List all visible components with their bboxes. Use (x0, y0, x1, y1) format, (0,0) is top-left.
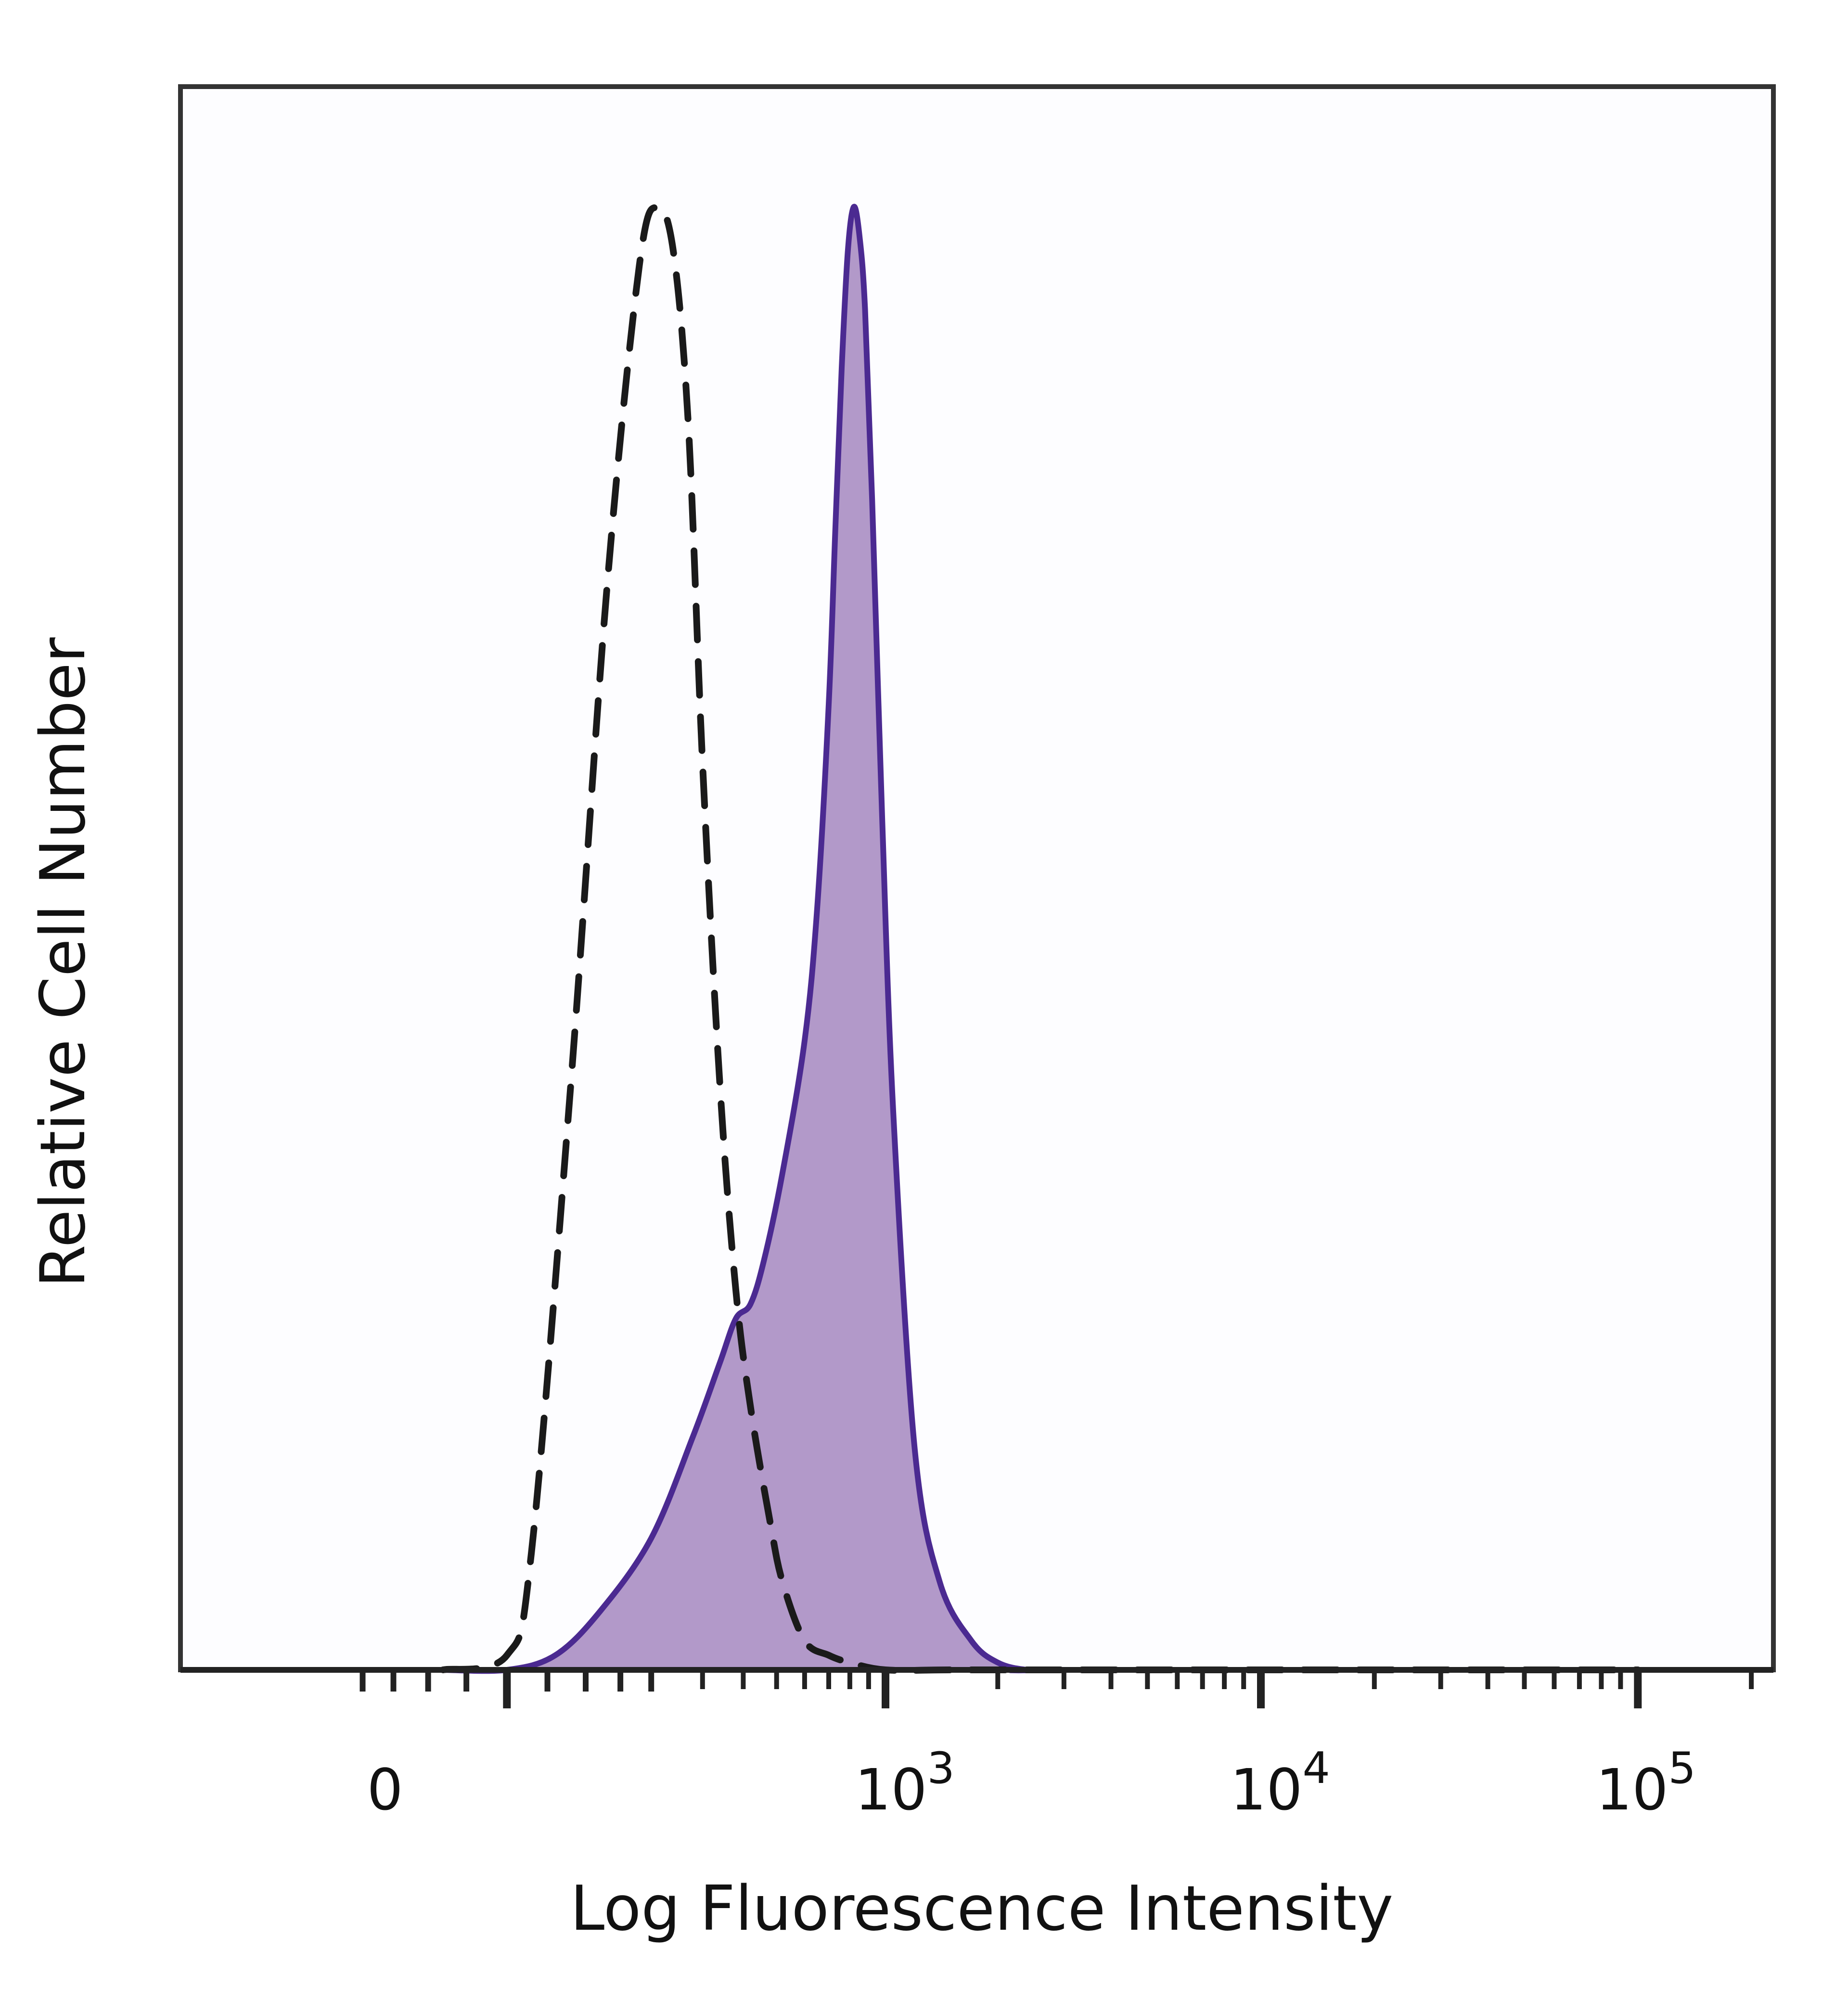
x-tick-label-1e4: 104 (1230, 1743, 1330, 1823)
x-tick-label-0: 0 (367, 1756, 403, 1823)
x-ticks (359, 1670, 1754, 1708)
stained-histogram-outline (443, 204, 1638, 1674)
plot-frame (178, 84, 1776, 1672)
x-tick-label-1e3: 103 (855, 1743, 954, 1823)
x-tick-label-1e5: 105 (1596, 1743, 1695, 1823)
y-axis-title: Relative Cell Number (27, 637, 99, 1287)
x-axis-title: Log Fluorescence Intensity (570, 1873, 1393, 1945)
